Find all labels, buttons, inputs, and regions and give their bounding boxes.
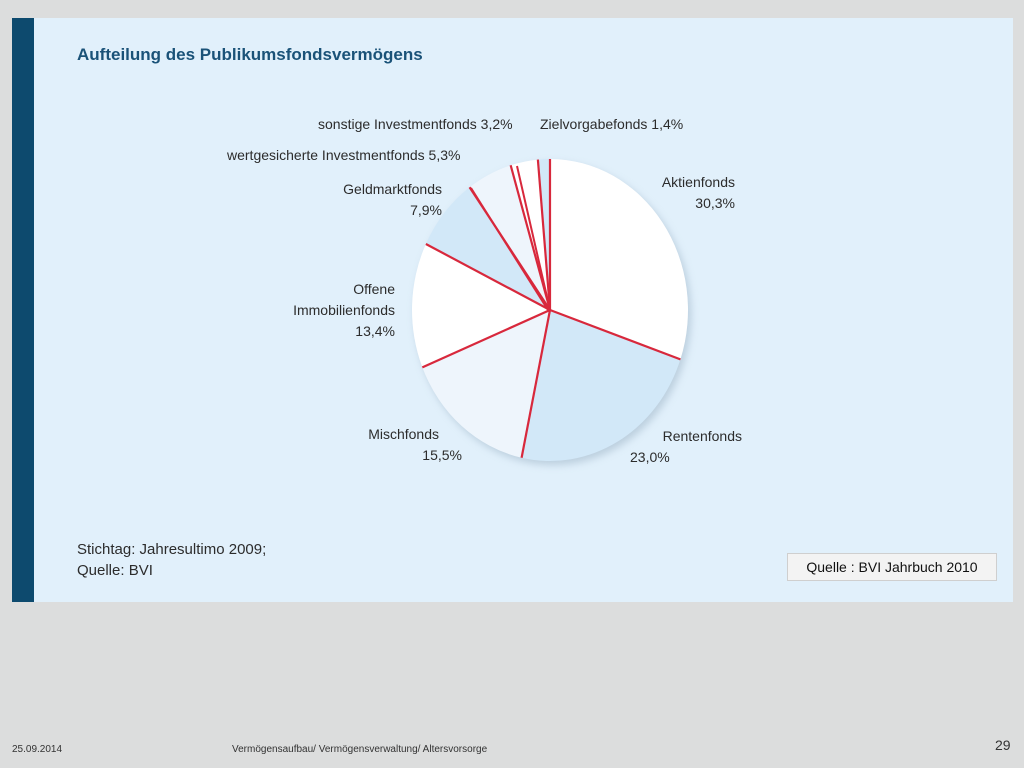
slice-label-geldmarktfonds: Geldmarktfonds 7,9% xyxy=(343,181,442,218)
slice-divider xyxy=(425,243,551,311)
pie-slice-offene-immobilienfonds xyxy=(411,243,550,368)
footer-date: 25.09.2014 xyxy=(12,744,63,755)
leader-line xyxy=(516,165,551,311)
source-box: Quelle : BVI Jahrbuch 2010 xyxy=(787,553,997,581)
page-number: 29 xyxy=(995,737,1011,753)
content-panel: Aufteilung des Publikumsfondsvermögens A… xyxy=(12,18,1013,602)
pie-slice-rentenfonds xyxy=(521,310,681,461)
slice-divider xyxy=(549,308,681,361)
slice-label-offene-immobilienfonds: Offene Immobilienfonds 13,4% xyxy=(293,281,395,339)
slice-label-rentenfonds: Rentenfonds 23,0% xyxy=(630,428,742,465)
slice-label-sonstige: sonstige Investmentfonds 3,2% xyxy=(318,116,513,132)
slice-label-aktienfonds: Aktienfonds 30,3% xyxy=(661,174,735,211)
slice-label-wertgesicherte: wertgesicherte Investmentfonds 5,3% xyxy=(227,147,461,163)
footnote: Stichtag: Jahresultimo 2009; Quelle: BVI xyxy=(77,541,267,579)
pie-chart xyxy=(411,159,691,465)
footer-text: Vermögensaufbau/ Vermögensverwaltung/ Al… xyxy=(232,744,488,755)
slice-divider xyxy=(536,159,552,311)
slice-divider xyxy=(509,164,552,311)
slice-divider xyxy=(520,309,552,458)
slice-label-zielvorgabefonds: Zielvorgabefonds 1,4% xyxy=(540,116,684,132)
pie-slice-geldmarktfonds xyxy=(425,187,550,310)
slice-label-mischfonds: Mischfonds 15,5% xyxy=(368,426,462,463)
chart-title: Aufteilung des Publikumsfondsvermögens xyxy=(77,45,423,64)
pie-slice-mischfonds xyxy=(422,310,550,458)
pie-slice-aktienfonds xyxy=(550,159,688,360)
sidebar-accent xyxy=(12,18,34,602)
pie-slice-wertgesicherte-investmentfonds xyxy=(469,165,550,310)
slice-divider xyxy=(421,308,551,369)
leader-line xyxy=(470,187,549,311)
